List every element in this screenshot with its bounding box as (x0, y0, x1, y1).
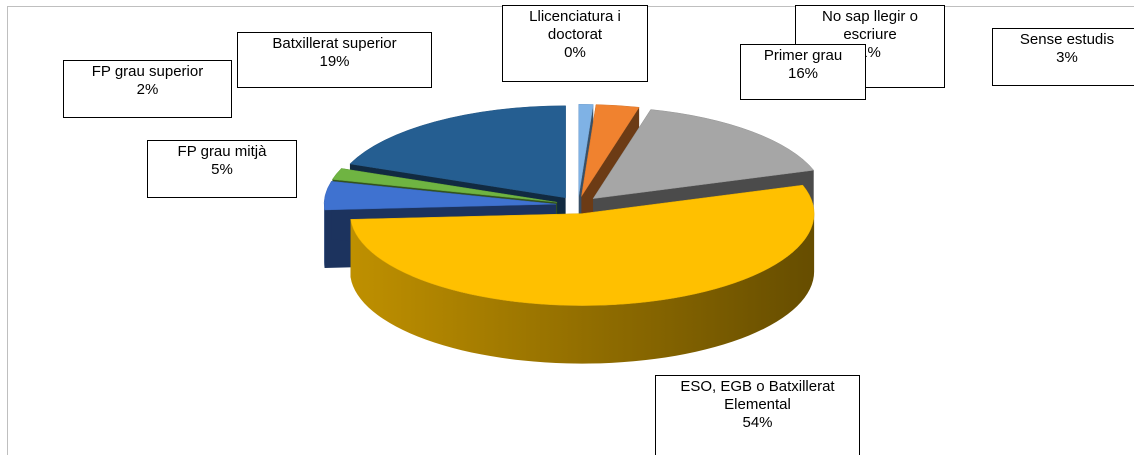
label-value: 16% (787, 65, 819, 82)
label-value: 2% (136, 81, 159, 98)
data-label: ESO, EGB o Batxillerat Elemental 54% (655, 375, 860, 455)
label-value: 0% (564, 44, 586, 61)
slice (331, 168, 558, 203)
slice (350, 184, 815, 306)
label-category: Llicenciatura i doctorat (529, 8, 621, 43)
label-category: FP grau mitjà (177, 143, 267, 160)
label-category: Sense estudis (1019, 31, 1115, 48)
data-label: FP grau mitjà 5% (147, 140, 297, 198)
label-category: FP grau superior (91, 63, 204, 80)
slice-side (350, 213, 815, 364)
label-value: 19% (319, 53, 350, 70)
data-label: FP grau superior 2% (63, 60, 232, 118)
slice (323, 181, 557, 211)
slice (581, 104, 640, 197)
label-value: 3% (1056, 49, 1078, 66)
slice (578, 104, 594, 197)
label-value: 5% (211, 161, 233, 178)
data-label: Batxillerat superior 19% (237, 32, 432, 88)
data-label: Primer grau 16% (740, 44, 866, 100)
slice (349, 105, 566, 199)
label-value: 54% (742, 414, 773, 431)
data-label: Sense estudis 3% (992, 28, 1134, 86)
slice (592, 109, 815, 199)
label-category: Batxillerat superior (272, 35, 397, 52)
label-category: Primer grau (763, 47, 843, 64)
data-label: Llicenciatura i doctorat 0% (502, 5, 648, 82)
label-category: ESO, EGB o Batxillerat Elemental (680, 378, 835, 413)
label-category: No sap llegir o escriure (822, 8, 918, 43)
